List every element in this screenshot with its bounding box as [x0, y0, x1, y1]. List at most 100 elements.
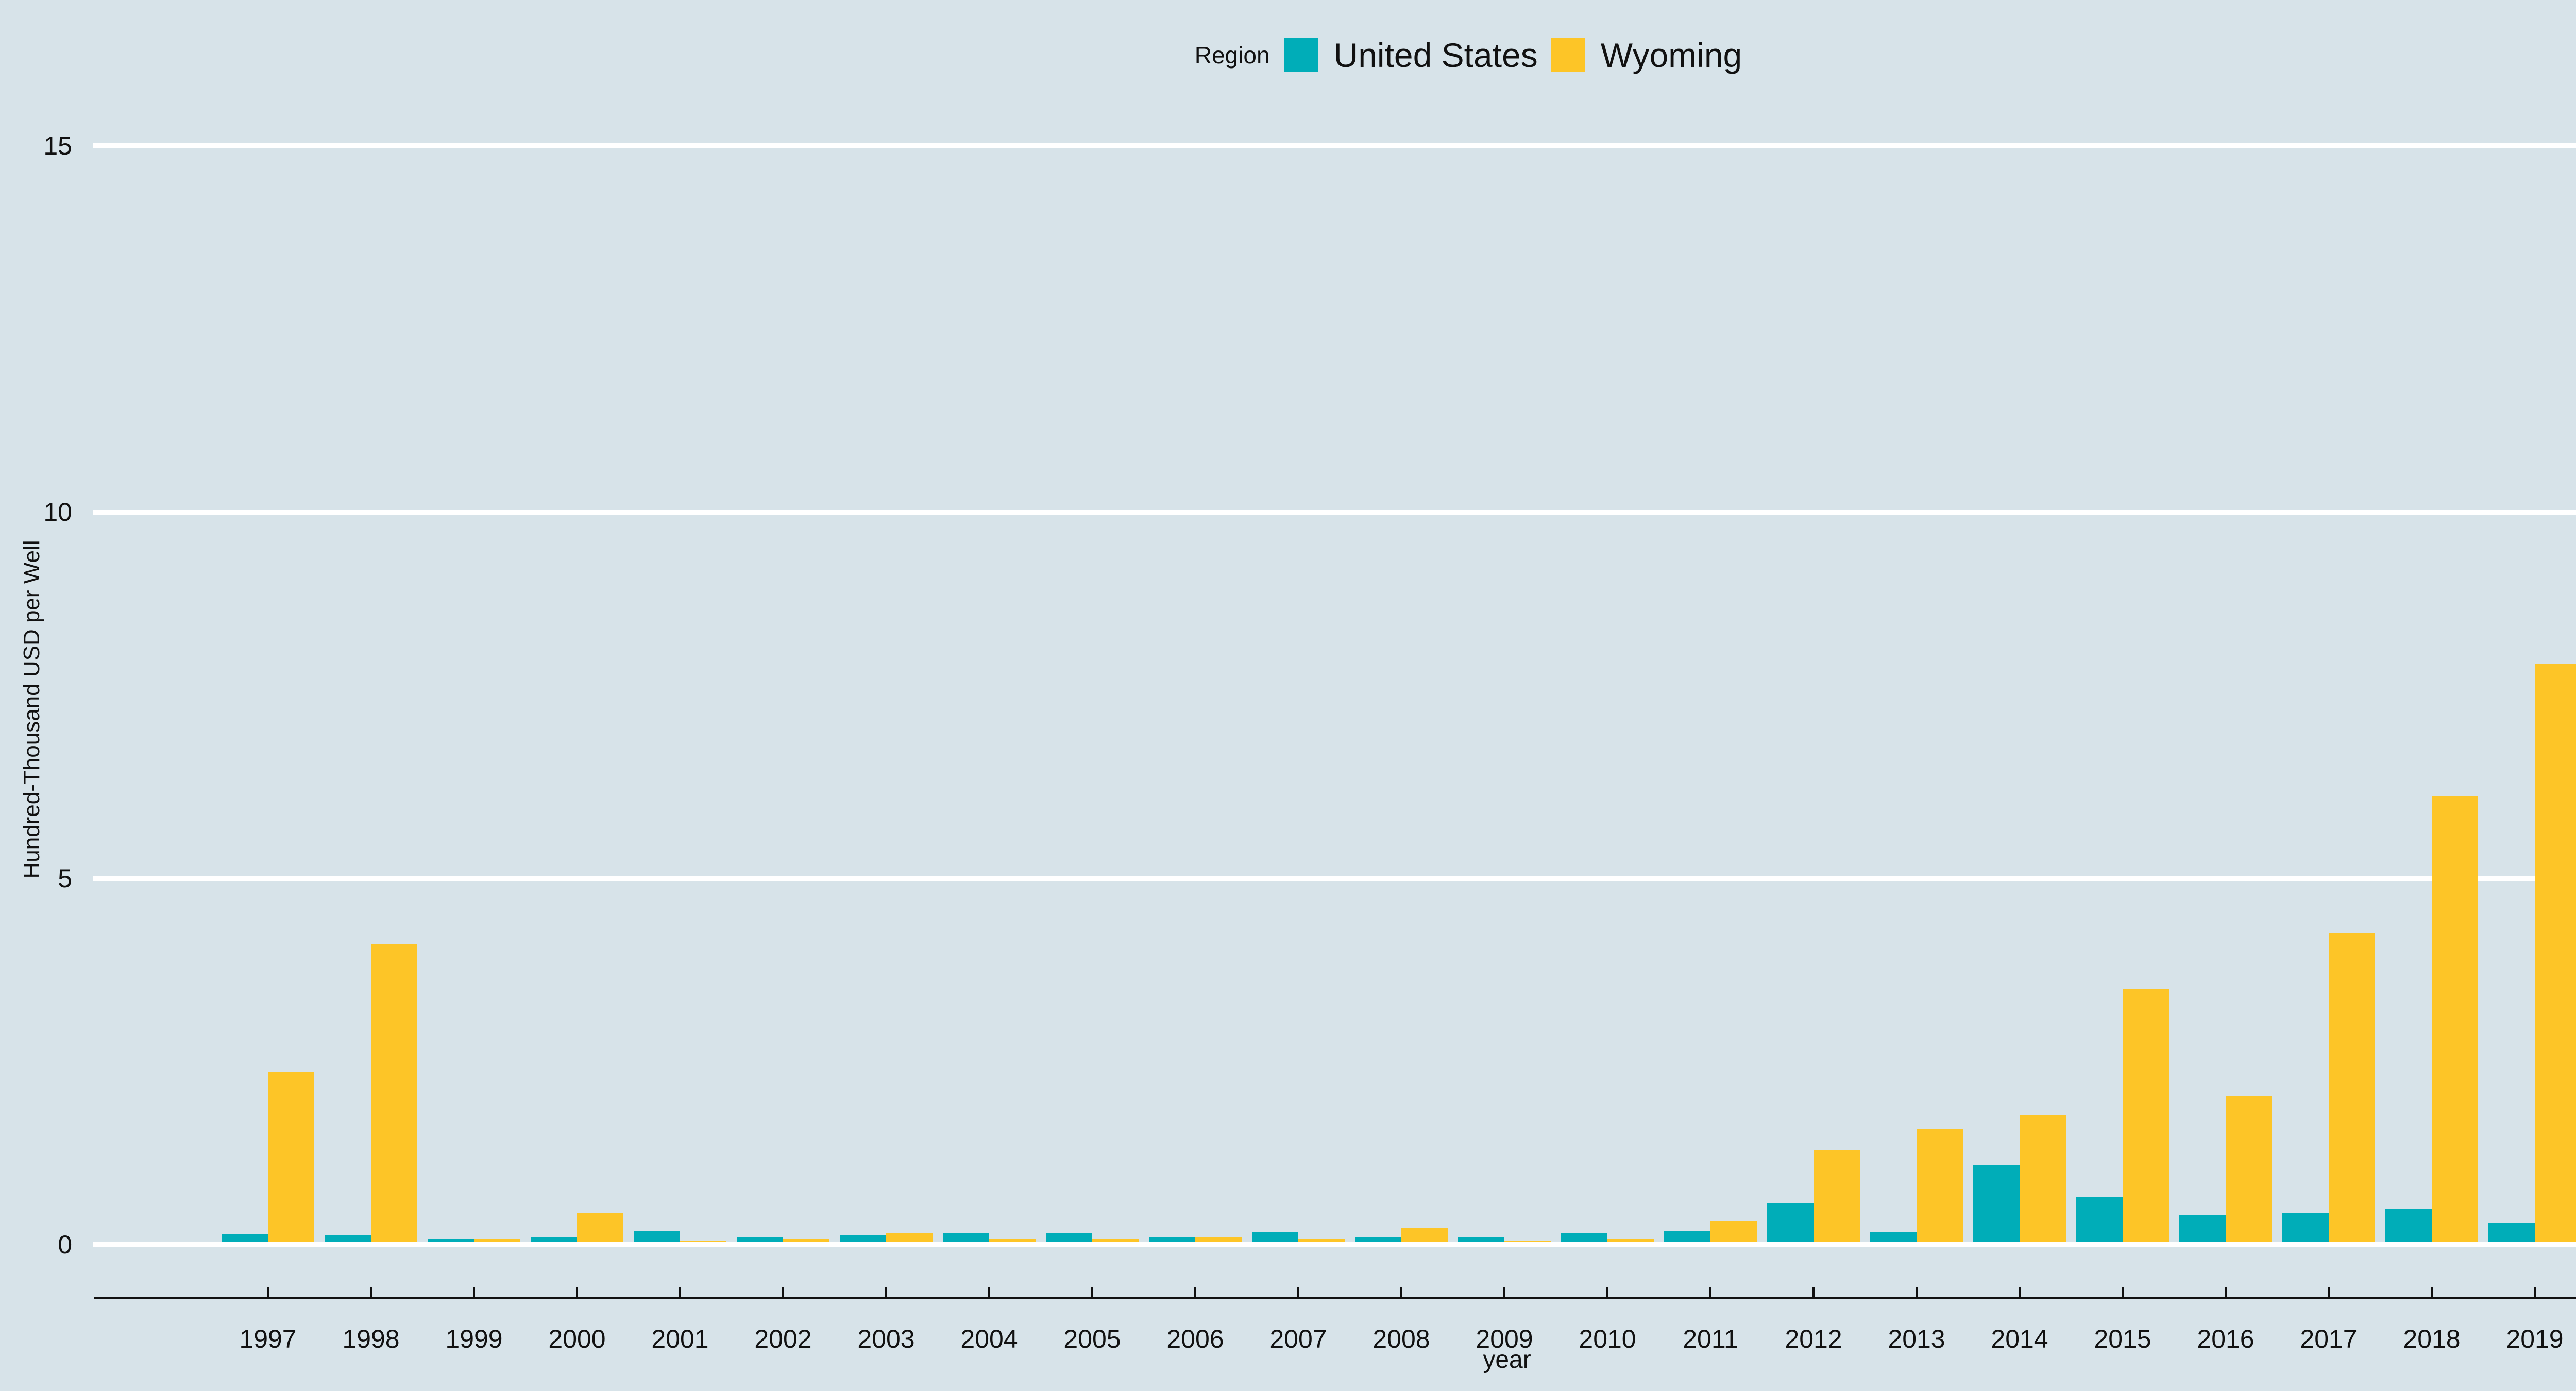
x-tick-label-2013: 2013 — [1888, 1325, 1945, 1353]
bar-united-states-2002 — [737, 1237, 783, 1242]
x-tick-label-1997: 1997 — [239, 1325, 297, 1353]
x-axis-line — [94, 1297, 2576, 1299]
bar-wyoming-2019 — [2535, 664, 2576, 1242]
bar-wyoming-2002 — [783, 1239, 829, 1242]
x-tick-1998 — [370, 1287, 372, 1299]
x-tick-label-2012: 2012 — [1785, 1325, 1842, 1353]
x-tick-2000 — [576, 1287, 578, 1299]
x-tick-1997 — [267, 1287, 269, 1299]
x-tick-2005 — [1091, 1287, 1093, 1299]
x-tick-2003 — [885, 1287, 887, 1299]
bar-united-states-2008 — [1355, 1237, 1401, 1242]
x-tick-label-2002: 2002 — [754, 1325, 812, 1353]
x-tick-2010 — [1606, 1287, 1608, 1299]
x-tick-label-2011: 2011 — [1683, 1325, 1738, 1353]
bar-wyoming-2003 — [886, 1233, 933, 1242]
bar-united-states-2014 — [1973, 1165, 2020, 1242]
bar-wyoming-2013 — [1917, 1129, 1963, 1242]
gridline-y-5 — [93, 876, 2576, 881]
x-tick-label-2001: 2001 — [651, 1325, 709, 1353]
bar-united-states-2013 — [1870, 1232, 1917, 1242]
bar-united-states-2011 — [1664, 1231, 1710, 1242]
x-tick-label-2003: 2003 — [857, 1325, 915, 1353]
bar-wyoming-2016 — [2226, 1096, 2272, 1242]
x-tick-label-2005: 2005 — [1063, 1325, 1121, 1353]
x-tick-label-2015: 2015 — [2094, 1325, 2151, 1353]
x-tick-label-2009: 2009 — [1476, 1325, 1533, 1353]
bar-united-states-2019 — [2488, 1223, 2535, 1242]
bar-wyoming-2018 — [2432, 796, 2478, 1242]
bar-united-states-1998 — [325, 1235, 371, 1242]
bar-wyoming-2006 — [1195, 1237, 1242, 1242]
x-tick-label-2008: 2008 — [1372, 1325, 1430, 1353]
x-tick-2007 — [1297, 1287, 1299, 1299]
y-tick-label-5: 5 — [58, 864, 72, 893]
bar-united-states-2004 — [943, 1233, 989, 1242]
bar-wyoming-2004 — [989, 1239, 1036, 1242]
bar-united-states-1997 — [222, 1234, 268, 1242]
bar-united-states-2006 — [1149, 1237, 1195, 1242]
x-tick-2016 — [2225, 1287, 2227, 1299]
bar-wyoming-2011 — [1710, 1221, 1757, 1242]
y-tick-label-10: 10 — [43, 498, 72, 527]
legend-swatch-united-states — [1284, 38, 1318, 72]
x-tick-2001 — [679, 1287, 681, 1299]
x-tick-label-2017: 2017 — [2300, 1325, 2358, 1353]
x-tick-label-2019: 2019 — [2506, 1325, 2564, 1353]
x-tick-2004 — [988, 1287, 990, 1299]
y-tick-label-15: 15 — [43, 131, 72, 160]
legend-label-wyoming: Wyoming — [1600, 36, 1742, 74]
bar-united-states-2005 — [1046, 1233, 1092, 1242]
y-tick-label-0: 0 — [58, 1230, 72, 1259]
x-tick-label-2018: 2018 — [2403, 1325, 2461, 1353]
x-tick-2009 — [1503, 1287, 1505, 1299]
bar-wyoming-2010 — [1607, 1239, 1654, 1242]
x-tick-2011 — [1709, 1287, 1711, 1299]
x-tick-label-2016: 2016 — [2197, 1325, 2255, 1353]
legend: Region United States Wyoming — [0, 32, 2576, 78]
x-tick-label-2004: 2004 — [960, 1325, 1018, 1353]
legend-label-united-states: United States — [1333, 36, 1538, 74]
bar-united-states-2017 — [2282, 1213, 2329, 1242]
bar-united-states-1999 — [428, 1239, 474, 1242]
bar-united-states-2007 — [1252, 1232, 1298, 1242]
x-tick-label-2007: 2007 — [1269, 1325, 1327, 1353]
x-tick-label-1999: 1999 — [445, 1325, 503, 1353]
bar-wyoming-2007 — [1298, 1239, 1345, 1242]
bar-wyoming-2005 — [1092, 1239, 1139, 1242]
gridline-y-15 — [93, 143, 2576, 148]
bar-wyoming-1999 — [474, 1239, 520, 1242]
x-tick-label-1998: 1998 — [342, 1325, 400, 1353]
bar-united-states-2012 — [1767, 1203, 1814, 1242]
gridline-y-10 — [93, 510, 2576, 515]
x-tick-2008 — [1400, 1287, 1402, 1299]
x-tick-2018 — [2431, 1287, 2433, 1299]
bar-united-states-2003 — [840, 1235, 886, 1242]
x-tick-label-2010: 2010 — [1579, 1325, 1636, 1353]
bar-wyoming-2000 — [577, 1213, 623, 1242]
bar-united-states-2016 — [2179, 1215, 2226, 1242]
bar-united-states-2015 — [2076, 1197, 2123, 1242]
legend-title: Region — [1194, 42, 1270, 69]
bar-wyoming-2015 — [2123, 989, 2169, 1242]
bar-united-states-2009 — [1458, 1237, 1504, 1242]
bar-wyoming-2012 — [1814, 1150, 1860, 1242]
x-tick-2012 — [1812, 1287, 1815, 1299]
gridline-y-0 — [93, 1242, 2576, 1247]
bar-united-states-2010 — [1561, 1233, 1607, 1242]
bar-wyoming-2014 — [2020, 1115, 2066, 1242]
bar-united-states-2018 — [2385, 1209, 2432, 1242]
x-tick-label-2006: 2006 — [1166, 1325, 1224, 1353]
x-tick-2015 — [2122, 1287, 2124, 1299]
x-tick-1999 — [473, 1287, 475, 1299]
bar-wyoming-1998 — [371, 944, 417, 1242]
x-axis-title: year — [1483, 1346, 1531, 1373]
bar-wyoming-2001 — [680, 1241, 726, 1242]
x-tick-2013 — [1916, 1287, 1918, 1299]
x-tick-label-2014: 2014 — [1991, 1325, 2048, 1353]
x-tick-2017 — [2328, 1287, 2330, 1299]
x-tick-2006 — [1194, 1287, 1196, 1299]
x-tick-2014 — [2019, 1287, 2021, 1299]
bar-wyoming-1997 — [268, 1072, 314, 1242]
